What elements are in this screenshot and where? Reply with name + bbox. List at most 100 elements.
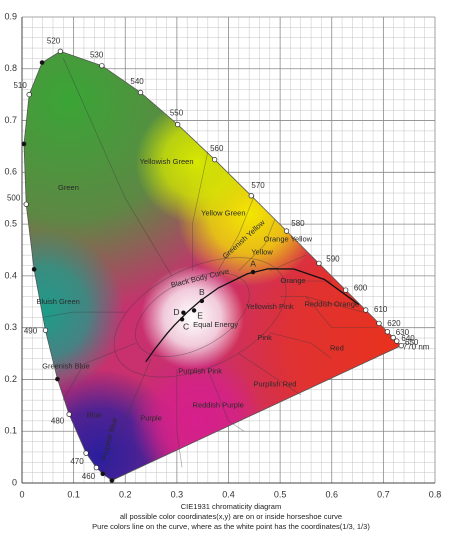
locus-point bbox=[248, 193, 254, 199]
wavelength-label: 520 bbox=[47, 37, 61, 46]
illuminant-point bbox=[191, 308, 197, 313]
region-label: Yellow Green bbox=[201, 209, 245, 218]
region-label: Yellowish Pink bbox=[246, 302, 294, 311]
region-label: Orange bbox=[281, 276, 306, 285]
illuminant-point bbox=[199, 298, 205, 304]
locus-point bbox=[26, 91, 32, 98]
x-tick-label: 0 bbox=[19, 489, 24, 499]
y-tick-label: 0.4 bbox=[4, 270, 17, 280]
illuminant-point bbox=[181, 310, 186, 315]
locus-point bbox=[23, 201, 29, 207]
wavelength-label: 620 bbox=[387, 319, 401, 328]
y-tick-label: 0.5 bbox=[4, 218, 17, 228]
locus-point bbox=[57, 48, 64, 54]
region-label: Bluish Green bbox=[36, 297, 79, 306]
y-tick-label: 0.8 bbox=[4, 63, 17, 73]
region-boundary bbox=[192, 151, 209, 271]
region-label: Green bbox=[58, 183, 79, 192]
region-boundary bbox=[305, 296, 379, 329]
wavelength-label: 510 bbox=[13, 81, 27, 90]
wavelength-label: 470 bbox=[70, 457, 84, 466]
wavelength-label: 530 bbox=[90, 51, 104, 60]
locus-point bbox=[55, 376, 60, 382]
locus-point bbox=[31, 266, 37, 272]
locus-point bbox=[394, 338, 400, 344]
caption-line: CIE1931 chromaticity diagram bbox=[181, 502, 281, 511]
region-boundaries bbox=[42, 58, 379, 478]
x-tick-label: 0.2 bbox=[119, 489, 132, 499]
locus-point bbox=[66, 411, 72, 417]
region-boundary bbox=[62, 342, 136, 401]
wavelength-label: 460 bbox=[82, 472, 96, 481]
locus-point bbox=[390, 334, 396, 341]
spectral-locus bbox=[23, 50, 402, 481]
region-label: Reddish Purple bbox=[193, 400, 244, 409]
locus-point bbox=[363, 307, 369, 313]
wavelength-label: 590 bbox=[326, 255, 340, 264]
marks bbox=[21, 48, 404, 483]
wavelength-label: 650 bbox=[405, 338, 419, 347]
caption-line: Pure colors line on the curve, where as … bbox=[92, 522, 370, 531]
region-boundary bbox=[238, 353, 301, 396]
region-boundary bbox=[62, 58, 173, 277]
locus-point bbox=[384, 329, 391, 335]
region-label: Yellowish Green bbox=[140, 157, 194, 166]
wavelength-label: 560 bbox=[210, 144, 224, 153]
region-label: Orange Yellow bbox=[264, 235, 313, 244]
region-label: Pink bbox=[257, 333, 272, 342]
locus-point bbox=[99, 63, 105, 69]
locus-point bbox=[343, 287, 349, 293]
region-label: Yellow bbox=[251, 248, 273, 257]
illuminant-label: E bbox=[197, 311, 203, 321]
wavelength-label: 580 bbox=[291, 219, 305, 228]
illuminant-label: A bbox=[250, 258, 256, 268]
illuminant-label: D bbox=[173, 307, 179, 317]
region-label: Purplish Pink bbox=[178, 367, 222, 376]
x-tick-label: 0.4 bbox=[222, 489, 235, 499]
black-body-curve bbox=[145, 268, 360, 363]
region-boundary bbox=[238, 218, 276, 271]
x-tick-label: 0.1 bbox=[67, 489, 80, 499]
locus-point bbox=[83, 450, 89, 456]
locus-point bbox=[100, 471, 106, 477]
illuminant-point bbox=[250, 269, 256, 275]
locus-point bbox=[316, 260, 322, 267]
locus-point bbox=[39, 60, 45, 65]
wavelength-label: 630 bbox=[396, 328, 410, 337]
region-label: Equal Energy bbox=[193, 320, 238, 329]
region-boundary bbox=[269, 332, 332, 360]
y-tick-label: 0.7 bbox=[4, 115, 17, 125]
wavelength-label: 540 bbox=[130, 77, 144, 86]
region-boundary bbox=[176, 369, 183, 468]
region-label: Greenish Blue bbox=[42, 361, 90, 370]
y-tick-label: 0.9 bbox=[4, 11, 17, 21]
locus-point bbox=[211, 156, 218, 163]
y-tick-label: 0.3 bbox=[4, 322, 17, 332]
region-boundary bbox=[217, 195, 255, 271]
locus-point bbox=[283, 228, 290, 234]
white-region-outline bbox=[113, 257, 287, 378]
caption-line: all possible color coordinates(x,y) are … bbox=[120, 512, 342, 521]
labels: 0 0.1 0.2 0.3 0.4 0.5 0.6 0.7 0.8 0 0.1 0.2 0.3 0.4 0.… bbox=[4, 11, 441, 531]
locus-point bbox=[42, 327, 49, 333]
region-boundary bbox=[269, 254, 307, 272]
region-label: Purplish Red bbox=[253, 380, 296, 389]
locus-point bbox=[175, 121, 181, 128]
white-region-outline bbox=[134, 272, 250, 357]
x-tick-label: 0.3 bbox=[171, 489, 184, 499]
wavelength-label: 600 bbox=[354, 284, 368, 293]
locus-point bbox=[21, 141, 27, 147]
locus-point bbox=[398, 342, 404, 349]
illuminant-label: C bbox=[183, 322, 189, 332]
wavelength-label: 570 bbox=[251, 181, 265, 190]
locus-point bbox=[376, 320, 382, 327]
region-boundary bbox=[280, 296, 363, 313]
x-tick-label: 0.6 bbox=[325, 489, 338, 499]
wavelength-label: 770 nm bbox=[403, 342, 430, 351]
region-label: Reddish Orange bbox=[304, 299, 359, 308]
y-tick-label: 0.1 bbox=[4, 426, 17, 436]
region-boundary bbox=[207, 368, 245, 432]
x-tick-label: 0.8 bbox=[429, 489, 442, 499]
illuminant-label: B bbox=[199, 287, 205, 297]
